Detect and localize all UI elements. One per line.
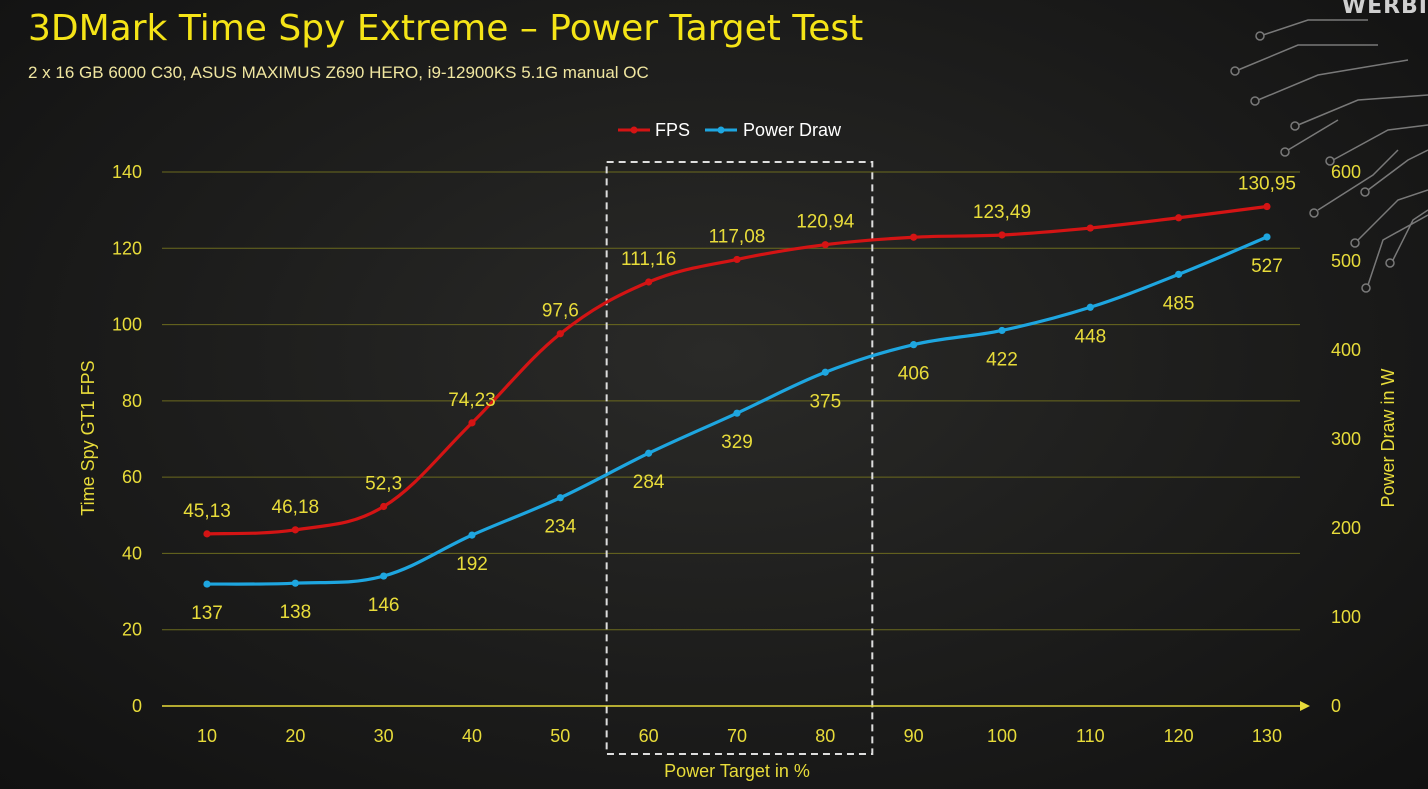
power-draw-point (291, 579, 299, 587)
x-tick-label: 40 (462, 726, 482, 746)
legend-fps-marker (630, 126, 638, 134)
x-tick-label: 70 (727, 726, 747, 746)
fps-point (203, 530, 211, 538)
power-draw-point (821, 368, 829, 376)
power-draw-point (1086, 303, 1094, 311)
x-tick-label: 90 (904, 726, 924, 746)
power-draw-point (1263, 233, 1271, 241)
fps-point (380, 502, 388, 511)
x-tick-label: 60 (639, 726, 659, 746)
fps-point (733, 255, 741, 264)
fps-data-label: 130,95 (1238, 174, 1296, 195)
fps-point (291, 526, 299, 534)
power-draw-data-label: 329 (721, 432, 753, 453)
y-ticks-right: 0 100 200 300 400 500 600 (1331, 162, 1361, 716)
power-draw-data-label: 192 (456, 554, 488, 575)
x-ticks: 10 20 30 40 50 60 70 80 90 100 110 120 130 (197, 726, 1282, 746)
y-tick-label: 60 (122, 467, 142, 487)
power-draw-data-label: 138 (279, 602, 311, 623)
fps-point (1175, 214, 1183, 222)
y2-tick-label: 100 (1331, 607, 1361, 627)
x-axis-arrow (1300, 701, 1310, 711)
fps-data-label: 111,16 (621, 249, 676, 270)
power-draw-point (645, 449, 653, 457)
x-tick-label: 100 (987, 726, 1017, 746)
fps-point (910, 233, 918, 241)
y2-tick-label: 300 (1331, 429, 1361, 449)
power-draw-data-label: 485 (1163, 293, 1195, 314)
power-draw-point (998, 326, 1006, 335)
fps-point (821, 241, 829, 249)
fps-point (468, 419, 476, 427)
x-tick-label: 130 (1252, 726, 1282, 746)
fps-data-label: 120,94 (796, 212, 855, 233)
y-tick-label: 0 (132, 696, 142, 716)
chart-subtitle: 2 x 16 GB 6000 C30, ASUS MAXIMUS Z690 HE… (28, 63, 649, 82)
x-tick-label: 50 (550, 726, 570, 746)
power-draw-point (910, 341, 918, 349)
fps-point (998, 231, 1006, 239)
y2-tick-label: 400 (1331, 340, 1361, 360)
legend-power-marker (717, 126, 725, 134)
fps-data-label: 52,3 (365, 474, 402, 495)
x-tick-label: 10 (197, 726, 217, 746)
y2-axis-label: Power Draw in W (1378, 368, 1398, 507)
y-ticks-left: 0 20 40 60 80 100 120 140 (112, 162, 142, 716)
y-tick-label: 120 (112, 238, 142, 258)
brand-logo: WERBI (1341, 0, 1428, 19)
x-tick-label: 30 (374, 726, 394, 746)
chart-title: 3DMark Time Spy Extreme – Power Target T… (28, 8, 864, 49)
series (203, 202, 1271, 588)
x-tick-label: 80 (815, 726, 835, 746)
x-tick-label: 120 (1164, 726, 1194, 746)
y2-tick-label: 500 (1331, 251, 1361, 271)
fps-point (645, 278, 653, 286)
fps-data-label: 45,13 (183, 501, 231, 522)
y-tick-label: 80 (122, 391, 142, 411)
y-tick-label: 40 (122, 543, 142, 563)
power-draw-point (380, 572, 388, 580)
y-tick-label: 20 (122, 620, 142, 640)
power-draw-point (556, 494, 564, 502)
circuit-decoration (1230, 19, 1428, 293)
fps-data-label: 117,08 (709, 226, 766, 247)
data-labels: 45,13 46,18 52,3 74,23 97,6 111,16 117,08 120,9… (183, 174, 1296, 625)
fps-point (1086, 224, 1094, 232)
legend: FPS Power Draw (618, 120, 842, 140)
fps-point (556, 330, 564, 338)
power-draw-data-label: 422 (986, 349, 1018, 370)
power-draw-point (468, 531, 476, 539)
x-axis-label: Power Target in % (664, 761, 810, 781)
y-axis-label: Time Spy GT1 FPS (78, 360, 98, 515)
y2-tick-label: 200 (1331, 518, 1361, 538)
highlight-box (605, 161, 874, 755)
x-tick-label: 20 (285, 726, 305, 746)
power-draw-data-label: 234 (544, 517, 576, 538)
axes (162, 701, 1310, 711)
y2-tick-label: 600 (1331, 162, 1361, 182)
gridlines (162, 171, 1300, 631)
power-draw-data-label: 448 (1074, 326, 1106, 347)
power-draw-data-label: 146 (368, 595, 400, 616)
power-draw-point (733, 409, 741, 417)
power-draw-point (1175, 270, 1183, 278)
power-draw-data-label: 375 (809, 391, 841, 412)
fps-data-label: 123,49 (973, 202, 1031, 223)
power-draw-data-label: 137 (191, 603, 223, 624)
fps-data-label: 74,23 (448, 390, 496, 411)
y-tick-label: 100 (112, 315, 142, 335)
power-draw-data-label: 527 (1251, 256, 1283, 277)
legend-power-label: Power Draw (743, 120, 842, 140)
power-draw-point (203, 580, 211, 588)
fps-data-label: 46,18 (272, 497, 320, 518)
fps-point (1263, 202, 1271, 211)
power-draw-data-label: 284 (633, 472, 665, 493)
y-tick-label: 140 (112, 162, 142, 182)
y2-tick-label: 0 (1331, 696, 1341, 716)
power-draw-data-label: 406 (898, 364, 930, 385)
fps-data-label: 97,6 (542, 301, 579, 322)
x-tick-label: 110 (1076, 726, 1105, 746)
legend-fps-label: FPS (655, 120, 690, 140)
